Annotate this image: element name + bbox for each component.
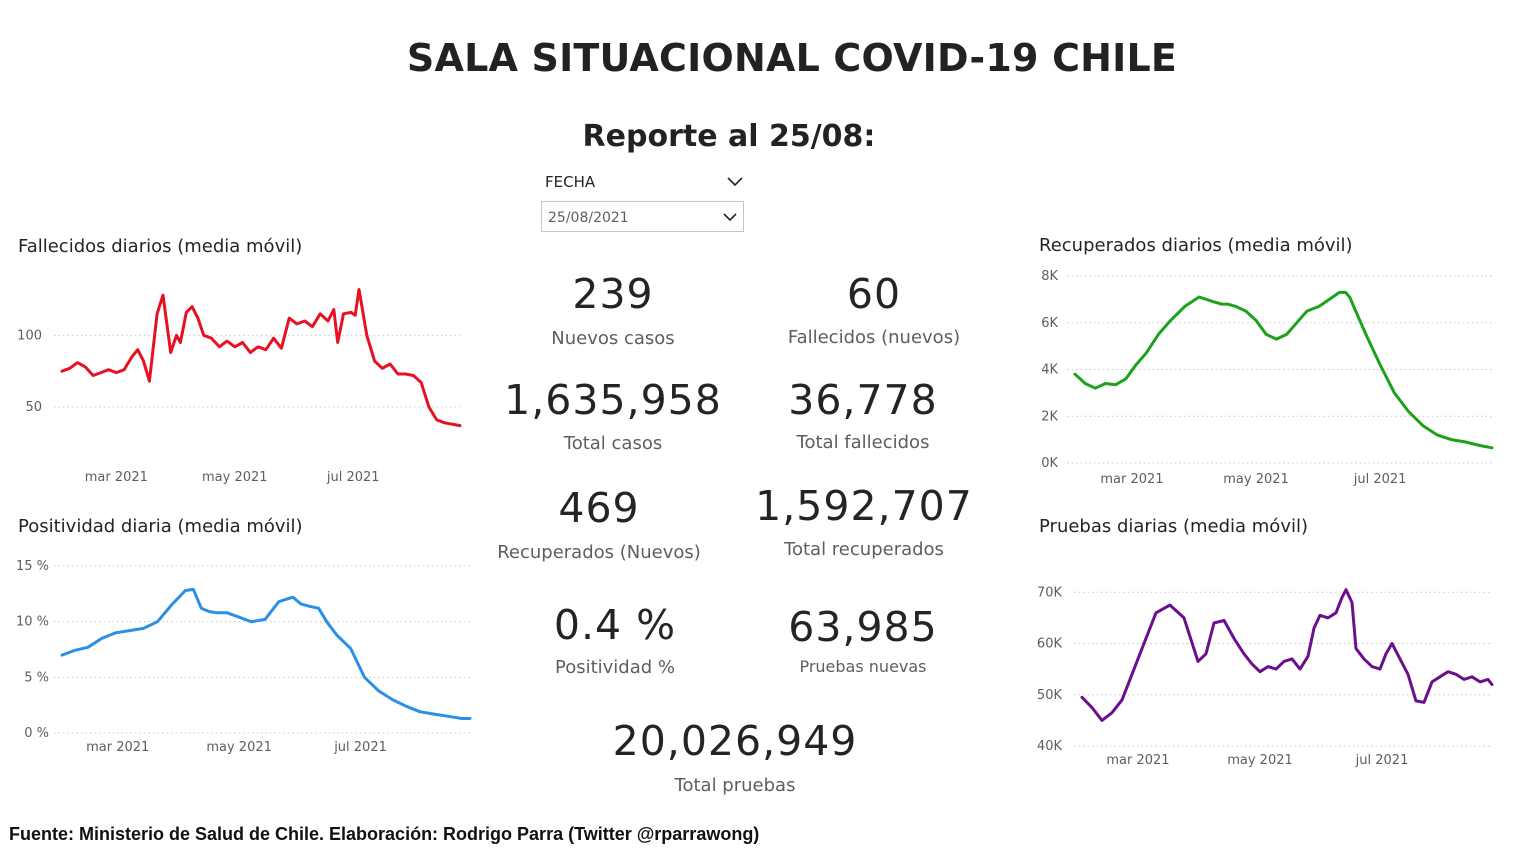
card-label-total-fallecidos: Total fallecidos bbox=[796, 432, 930, 453]
y-tick-label-positividad-3: 15 % bbox=[16, 559, 49, 574]
y-tick-label-pruebas-0: 40K bbox=[1037, 739, 1063, 754]
y-tick-label-pruebas-1: 50K bbox=[1037, 688, 1063, 703]
chevron-down-icon bbox=[723, 213, 737, 222]
y-tick-label-pruebas-2: 60K bbox=[1037, 637, 1063, 652]
card-value-total-pruebas: 20,026,949 bbox=[612, 717, 858, 765]
y-tick-label-recuperados-1: 2K bbox=[1041, 409, 1058, 424]
y-tick-label-pruebas-3: 70K bbox=[1037, 585, 1063, 600]
y-tick-label-recuperados-3: 6K bbox=[1041, 316, 1058, 331]
x-tick-label-recuperados-0: mar 2021 bbox=[1100, 472, 1163, 487]
y-tick-label-fallecidos-0: 50 bbox=[25, 400, 42, 415]
card-value-recuperados-nuevos: 469 bbox=[558, 484, 640, 532]
chart-fallecidos: 50 100 mar 2021 may 2021 jul 2021 bbox=[17, 288, 462, 485]
series-line-fallecidos bbox=[60, 288, 462, 428]
card-label-pruebas-nuevas: Pruebas nuevas bbox=[799, 657, 927, 676]
x-tick-label-pruebas-1: may 2021 bbox=[1227, 753, 1293, 768]
y-tick-label-recuperados-4: 8K bbox=[1041, 269, 1058, 284]
card-label-total-pruebas: Total pruebas bbox=[674, 775, 796, 796]
x-tick-label-positividad-2: jul 2021 bbox=[333, 740, 387, 755]
card-value-fallecidos-nuevos: 60 bbox=[846, 270, 902, 318]
series-line-recuperados bbox=[1073, 290, 1494, 450]
card-label-total-casos: Total casos bbox=[563, 433, 663, 454]
x-tick-label-fallecidos-0: mar 2021 bbox=[85, 470, 148, 485]
y-tick-label-positividad-2: 10 % bbox=[16, 615, 49, 630]
page-title: SALA SITUACIONAL COVID-19 CHILE bbox=[406, 36, 1178, 80]
chart-title-pruebas: Pruebas diarias (media móvil) bbox=[1039, 516, 1308, 537]
card-label-positividad: Positividad % bbox=[554, 657, 676, 678]
chart-title-positividad: Positividad diaria (media móvil) bbox=[18, 516, 303, 537]
report-title: Reporte al 25/08: bbox=[582, 119, 876, 154]
chart-title-fallecidos: Fallecidos diarios (media móvil) bbox=[18, 236, 303, 257]
card-value-total-fallecidos: 36,778 bbox=[788, 376, 938, 424]
chart-pruebas: 40K 50K 60K 70K mar 2021 may 2021 jul 2021 bbox=[1037, 585, 1494, 768]
card-label-fallecidos-nuevos: Fallecidos (nuevos) bbox=[787, 327, 961, 348]
series-line-pruebas bbox=[1080, 588, 1494, 722]
card-value-total-casos: 1,635,958 bbox=[504, 376, 722, 424]
x-tick-label-positividad-0: mar 2021 bbox=[86, 740, 149, 755]
date-slicer-dropdown[interactable]: 25/08/2021 bbox=[541, 201, 744, 232]
card-label-recuperados-nuevos: Recuperados (Nuevos) bbox=[497, 542, 701, 563]
card-label-nuevos-casos: Nuevos casos bbox=[551, 328, 675, 349]
source-footer: Fuente: Ministerio de Salud de Chile. El… bbox=[9, 824, 760, 844]
x-tick-label-recuperados-1: may 2021 bbox=[1223, 472, 1289, 487]
card-value-nuevos-casos: 239 bbox=[572, 270, 654, 318]
chart-recuperados: 0K 2K 4K 6K 8K mar 2021 may 2021 jul 2021 bbox=[1041, 269, 1494, 487]
x-tick-label-positividad-1: may 2021 bbox=[206, 740, 272, 755]
y-tick-label-positividad-1: 5 % bbox=[24, 670, 49, 685]
x-tick-label-recuperados-2: jul 2021 bbox=[1353, 472, 1407, 487]
x-tick-label-fallecidos-2: jul 2021 bbox=[326, 470, 380, 485]
x-tick-label-fallecidos-1: may 2021 bbox=[202, 470, 268, 485]
series-line-positividad bbox=[60, 587, 472, 720]
card-label-total-recuperados: Total recuperados bbox=[784, 539, 944, 560]
x-tick-label-pruebas-2: jul 2021 bbox=[1355, 753, 1409, 768]
x-tick-label-pruebas-0: mar 2021 bbox=[1106, 753, 1169, 768]
chart-title-recuperados: Recuperados diarios (media móvil) bbox=[1039, 235, 1353, 256]
y-tick-label-positividad-0: 0 % bbox=[24, 726, 49, 741]
card-value-positividad: 0.4 % bbox=[553, 601, 677, 649]
y-tick-label-fallecidos-1: 100 bbox=[17, 328, 42, 343]
card-value-total-recuperados: 1,592,707 bbox=[755, 482, 973, 530]
y-tick-label-recuperados-0: 0K bbox=[1041, 456, 1058, 471]
chevron-down-icon[interactable] bbox=[726, 174, 744, 188]
card-value-pruebas-nuevas: 63,985 bbox=[788, 603, 938, 651]
date-slicer-label: FECHA bbox=[545, 173, 596, 191]
date-slicer-value: 25/08/2021 bbox=[548, 210, 629, 226]
chart-positividad: 0 % 5 % 10 % 15 % mar 2021 may 2021 jul 2021 bbox=[16, 559, 472, 755]
y-tick-label-recuperados-2: 4K bbox=[1041, 363, 1058, 378]
